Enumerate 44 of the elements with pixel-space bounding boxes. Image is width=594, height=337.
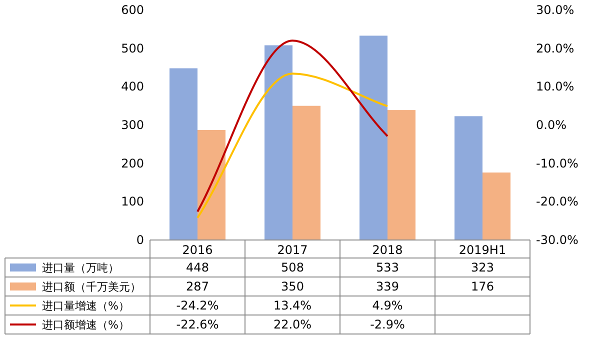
legend-label: 进口量（万吨） [42,262,119,274]
x-tick-label: 2016 [182,243,213,257]
legend-label: 进口额增速（%） [42,318,130,332]
y-tick-label: 400 [121,80,144,94]
y2-tick-label: -30.0% [536,233,578,247]
data-label: 533 [376,260,399,274]
y-tick-label: 200 [121,156,144,170]
x-tick-label: 2017 [277,243,308,257]
y-tick-label: 0 [136,233,144,247]
legend-label: 进口量增速（%） [42,300,130,312]
bar [264,45,292,240]
data-label: -24.2% [176,298,219,312]
data-label: -2.9% [370,318,405,332]
data-label: 448 [186,260,209,274]
data-label: -22.6% [176,318,219,332]
y2-tick-label: 0.0% [536,118,566,132]
y-tick-label: 100 [121,194,144,209]
data-label: 22.0% [273,318,312,332]
y-tick-label: 500 [121,41,144,56]
data-label: 339 [376,280,399,294]
data-label: 323 [471,260,494,274]
data-label: 4.9% [372,298,403,312]
y2-tick-label: 10.0% [536,80,574,94]
data-label: 350 [281,280,304,294]
data-label: 508 [281,260,304,274]
data-label: 13.4% [273,298,312,312]
bar [454,116,482,240]
legend-label: 进口额（千万美元） [42,280,141,294]
bar [198,130,226,240]
x-tick-label: 2019H1 [458,243,506,257]
y2-tick-label: -10.0% [536,156,578,170]
data-label: 176 [471,280,494,294]
bar [482,172,510,240]
bar [292,106,320,240]
bar [170,68,198,240]
data-label: 287 [186,280,209,294]
x-tick-label: 2018 [372,243,403,257]
bar [360,36,388,240]
y2-tick-label: 20.0% [536,41,574,56]
y2-tick-label: -20.0% [536,194,578,209]
bar [388,110,416,240]
y-tick-label: 600 [121,3,144,17]
y-tick-label: 300 [121,118,144,132]
y2-tick-label: 30.0% [536,3,574,17]
